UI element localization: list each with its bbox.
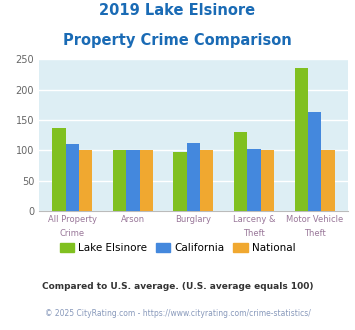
Text: Arson: Arson bbox=[121, 214, 145, 223]
Text: Compared to U.S. average. (U.S. average equals 100): Compared to U.S. average. (U.S. average … bbox=[42, 282, 313, 291]
Bar bbox=[53, 128, 66, 211]
Bar bbox=[140, 150, 153, 211]
Bar bbox=[113, 150, 126, 211]
Text: 2019 Lake Elsinore: 2019 Lake Elsinore bbox=[99, 3, 256, 18]
Bar bbox=[308, 112, 321, 211]
Text: Burglary: Burglary bbox=[175, 214, 212, 223]
Legend: Lake Elsinore, California, National: Lake Elsinore, California, National bbox=[55, 239, 300, 257]
Text: © 2025 CityRating.com - https://www.cityrating.com/crime-statistics/: © 2025 CityRating.com - https://www.city… bbox=[45, 309, 310, 317]
Bar bbox=[200, 150, 213, 211]
Bar bbox=[321, 150, 334, 211]
Text: Crime: Crime bbox=[60, 229, 85, 238]
Bar bbox=[187, 143, 200, 211]
Text: Theft: Theft bbox=[243, 229, 265, 238]
Text: Larceny &: Larceny & bbox=[233, 214, 275, 223]
Bar bbox=[261, 150, 274, 211]
Text: Property Crime Comparison: Property Crime Comparison bbox=[63, 33, 292, 48]
Text: All Property: All Property bbox=[48, 214, 97, 223]
Bar bbox=[247, 149, 261, 211]
Bar bbox=[126, 150, 140, 211]
Bar bbox=[295, 68, 308, 211]
Text: Theft: Theft bbox=[304, 229, 326, 238]
Bar bbox=[174, 152, 187, 211]
Text: Motor Vehicle: Motor Vehicle bbox=[286, 214, 343, 223]
Bar bbox=[79, 150, 92, 211]
Bar bbox=[66, 144, 79, 211]
Bar bbox=[234, 132, 247, 211]
